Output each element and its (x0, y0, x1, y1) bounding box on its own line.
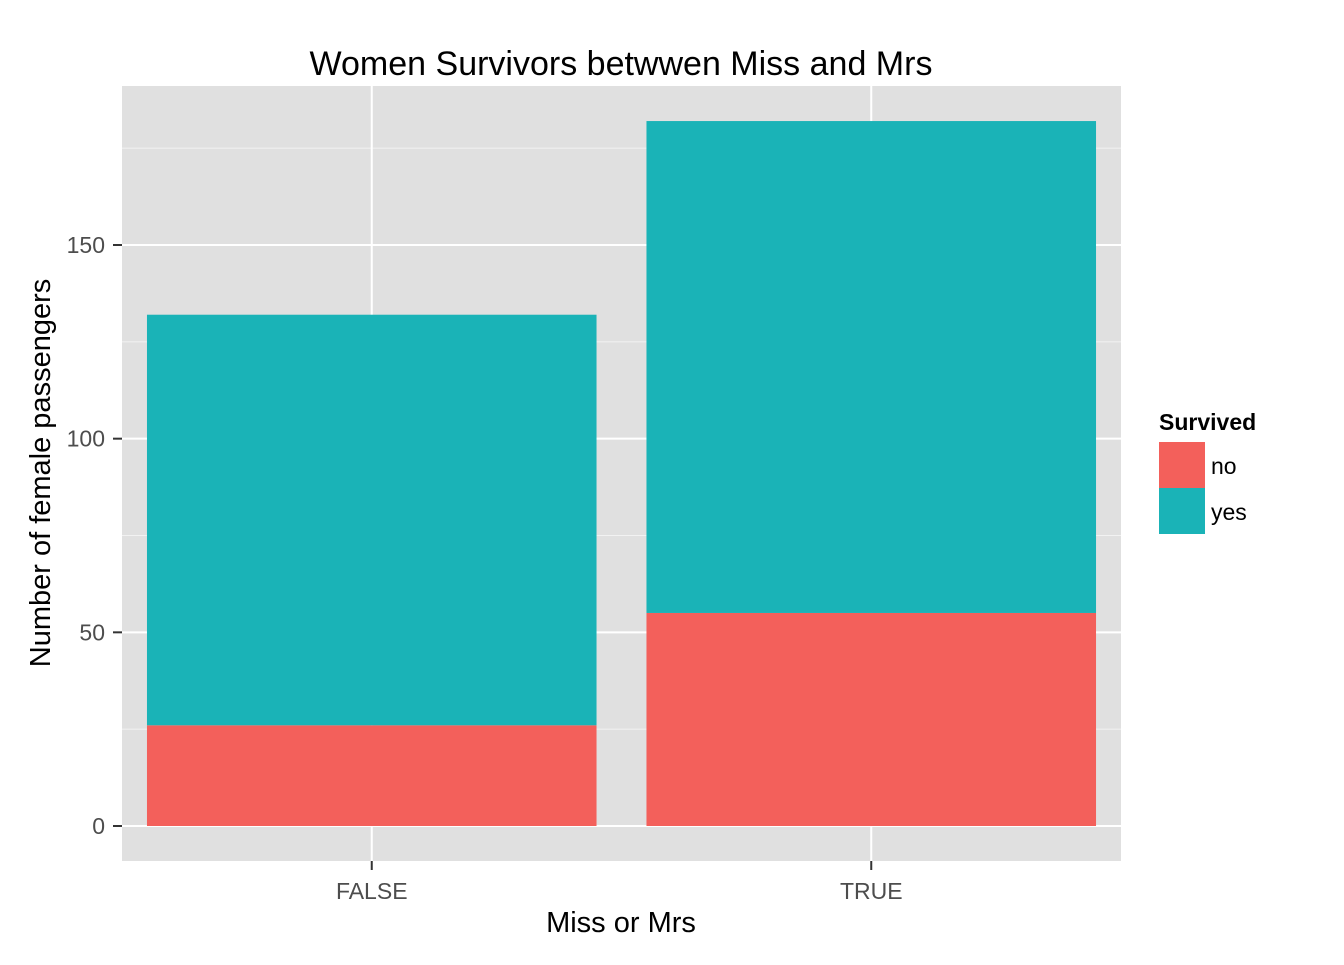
legend-title: Survived (1159, 409, 1256, 435)
y-tick-label: 150 (67, 232, 105, 258)
bar-yes-false (146, 314, 597, 726)
legend-label-no: no (1211, 453, 1237, 479)
chart-title: Women Survivors betwwen Miss and Mrs (310, 45, 933, 83)
legend: Survived no yes (1159, 409, 1256, 534)
y-tick-label: 50 (79, 619, 105, 645)
bar-no-true (646, 612, 1097, 826)
legend-swatch-no (1159, 442, 1205, 488)
x-tick-label: FALSE (336, 878, 408, 904)
x-axis-title: Miss or Mrs (546, 907, 696, 939)
bar-yes-true (646, 121, 1097, 613)
legend-items: no yes (1159, 442, 1247, 534)
legend-label-yes: yes (1211, 499, 1247, 525)
y-tick-label: 100 (67, 426, 105, 452)
y-axis-title: Number of female passengers (25, 279, 57, 667)
axis-layer: 0 50 100 150 FALSE TRUE (67, 232, 903, 904)
bars-layer (146, 121, 1097, 826)
x-tick-label: TRUE (840, 878, 903, 904)
legend-swatch-yes (1159, 488, 1205, 534)
y-tick-label: 0 (92, 813, 105, 839)
bar-no-false (146, 725, 597, 826)
